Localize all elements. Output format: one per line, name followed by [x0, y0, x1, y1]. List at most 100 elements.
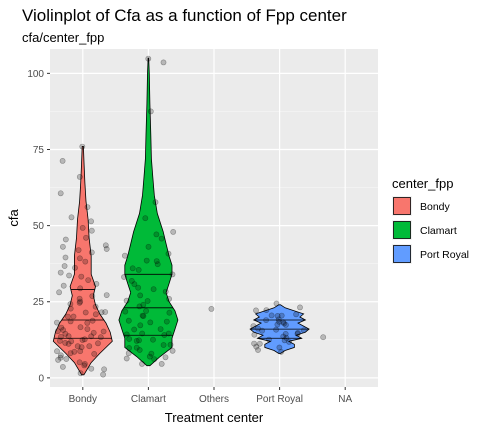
data-point [253, 307, 259, 314]
y-tick-label: 75 [33, 145, 45, 156]
data-point [133, 344, 140, 351]
data-point [160, 59, 167, 66]
data-point [78, 344, 85, 351]
data-point [67, 305, 74, 312]
data-point [77, 298, 84, 305]
data-point [60, 243, 66, 250]
data-point [60, 327, 66, 333]
data-point [88, 333, 95, 340]
data-point [137, 292, 144, 299]
x-tick-label: Bondy [69, 394, 97, 405]
data-point [137, 322, 144, 329]
data-point [121, 274, 127, 280]
data-point [60, 282, 67, 289]
data-point [79, 143, 86, 150]
data-point [255, 325, 261, 332]
data-point [131, 326, 138, 333]
data-point [300, 327, 307, 334]
data-point [62, 330, 69, 337]
data-point [65, 313, 71, 320]
data-point [67, 301, 74, 307]
data-point [67, 318, 74, 325]
data-point [65, 333, 72, 340]
data-point [54, 348, 60, 355]
data-point [250, 323, 257, 329]
data-point [67, 350, 74, 356]
data-point [282, 321, 289, 328]
data-point [157, 326, 164, 332]
data-point [294, 329, 301, 336]
y-tick-label: 50 [33, 221, 45, 232]
data-point [253, 343, 260, 350]
data-point [84, 319, 91, 326]
data-point [278, 312, 285, 319]
data-point [276, 318, 282, 325]
data-point [293, 311, 299, 318]
data-point [162, 354, 169, 361]
data-point [95, 340, 101, 347]
data-point [169, 347, 176, 354]
data-point [135, 284, 142, 291]
data-point [82, 360, 88, 367]
data-point [140, 313, 147, 319]
jitter-points [54, 55, 327, 378]
data-point [142, 215, 149, 222]
data-point [63, 356, 70, 362]
data-point [297, 304, 303, 311]
data-point [278, 348, 284, 355]
x-axis: Bondy Clamart Others Port Royal NA [69, 387, 352, 405]
data-point [259, 327, 265, 334]
data-point [83, 234, 89, 241]
data-point [251, 331, 258, 338]
data-point [154, 261, 161, 268]
legend-label: Bondy [420, 201, 451, 213]
data-point [131, 281, 138, 288]
data-point [122, 308, 129, 315]
data-point [146, 353, 153, 360]
data-point [166, 295, 172, 302]
data-point [89, 293, 96, 299]
data-point [123, 297, 130, 304]
data-point [90, 329, 97, 336]
data-point [143, 257, 150, 264]
legend-title: center_fpp [392, 176, 453, 191]
legend-swatch [393, 197, 411, 215]
data-point [151, 356, 158, 363]
data-point [274, 312, 281, 319]
data-point [88, 249, 95, 256]
y-axis-label: cfa [6, 209, 21, 227]
data-point [70, 313, 77, 320]
data-point [75, 247, 82, 253]
x-tick-label: Clamart [131, 394, 166, 405]
data-point [58, 333, 64, 340]
y-tick-label: 25 [33, 297, 45, 308]
data-point [276, 344, 283, 351]
data-point [139, 330, 146, 337]
x-tick-label: Port Royal [256, 394, 303, 405]
data-point [160, 342, 167, 348]
data-point [92, 311, 99, 318]
data-point [162, 288, 169, 295]
x-tick-label: Others [199, 394, 229, 405]
data-point [281, 337, 288, 344]
data-point [147, 319, 154, 326]
data-point [274, 321, 281, 328]
data-point [263, 307, 270, 313]
violin-port-royal [249, 304, 310, 354]
data-point [102, 309, 109, 315]
data-point [71, 348, 78, 355]
data-point [126, 336, 133, 342]
data-point [136, 303, 143, 310]
data-point [165, 250, 172, 257]
data-point [123, 331, 130, 338]
data-point [101, 366, 107, 373]
y-tick-label: 100 [27, 69, 44, 80]
data-point [208, 305, 215, 312]
data-point [97, 334, 104, 341]
data-point [77, 370, 84, 377]
data-point [145, 55, 152, 62]
data-point [77, 324, 84, 331]
legend-label: Port Royal [420, 249, 469, 261]
data-point [81, 362, 88, 369]
